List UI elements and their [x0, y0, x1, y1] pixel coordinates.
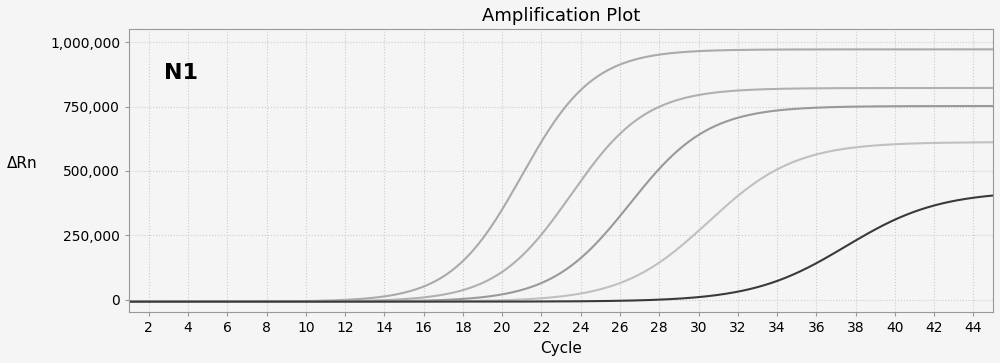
Y-axis label: ΔRn: ΔRn: [7, 156, 38, 171]
Text: N1: N1: [164, 63, 198, 83]
Title: Amplification Plot: Amplification Plot: [482, 7, 640, 25]
X-axis label: Cycle: Cycle: [540, 341, 582, 356]
